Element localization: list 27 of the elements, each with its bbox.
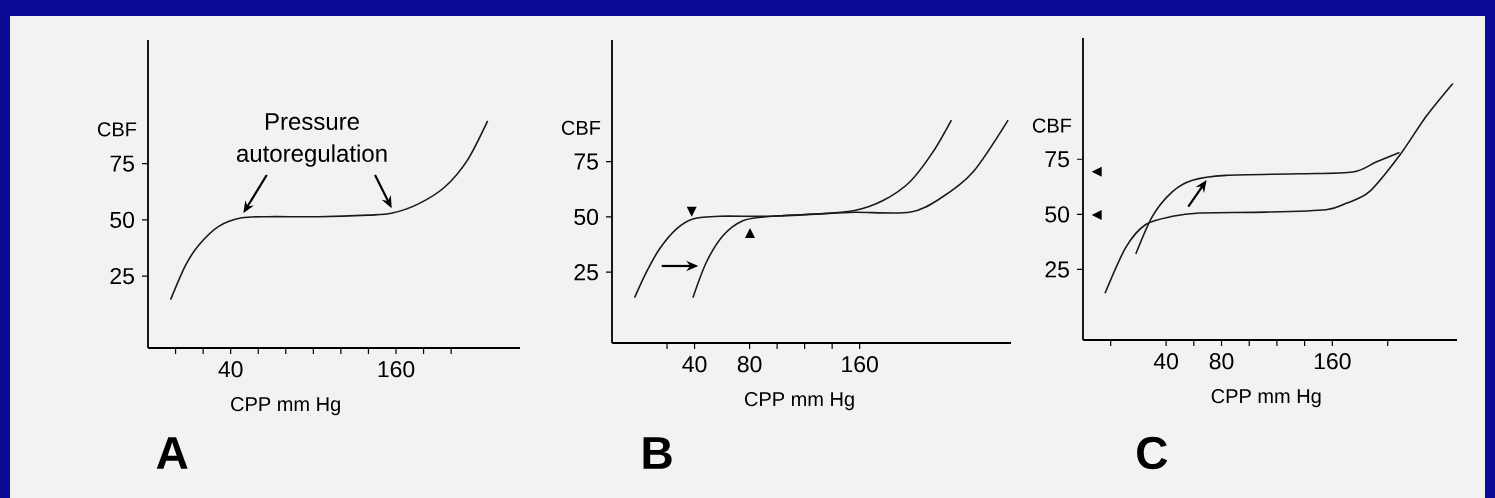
x-tick-label: 160	[842, 356, 878, 373]
x-axis-title: CPP mm Hg	[744, 392, 854, 411]
y-tick-label: 50	[574, 208, 599, 226]
x-tick-label: 40	[218, 361, 243, 378]
x-tick-label: 40	[682, 356, 707, 373]
y-tick-label: 75	[110, 155, 134, 172]
x-axis-title: CPP mm Hg	[1211, 389, 1321, 408]
x-tick-label: 160	[1314, 353, 1351, 370]
text: C	[1137, 436, 1168, 470]
y-tick-label: 75	[574, 153, 598, 170]
y-tick-label: 75	[1045, 151, 1069, 168]
y-axis-title: CBF	[561, 120, 601, 135]
x-tick-label: 40	[1153, 353, 1178, 370]
x-axis-title: CPP mm Hg	[231, 397, 340, 416]
y-axis-title: CBF	[1032, 118, 1072, 133]
x-tick-label: 160	[378, 361, 415, 378]
text: A	[156, 437, 188, 469]
y-tick-label: 25	[574, 264, 598, 281]
y-axis-title: CBF	[97, 122, 137, 137]
y-tick-label: 25	[110, 267, 134, 285]
x-tick-label: 80	[737, 356, 762, 373]
annotation: Pressure autoregulation	[236, 113, 387, 167]
x-tick-label: 80	[1209, 353, 1234, 370]
text: B	[643, 437, 672, 469]
y-tick-label: 50	[110, 211, 135, 228]
y-tick-label: 25	[1045, 261, 1069, 278]
y-tick-label: 50	[1045, 206, 1070, 223]
